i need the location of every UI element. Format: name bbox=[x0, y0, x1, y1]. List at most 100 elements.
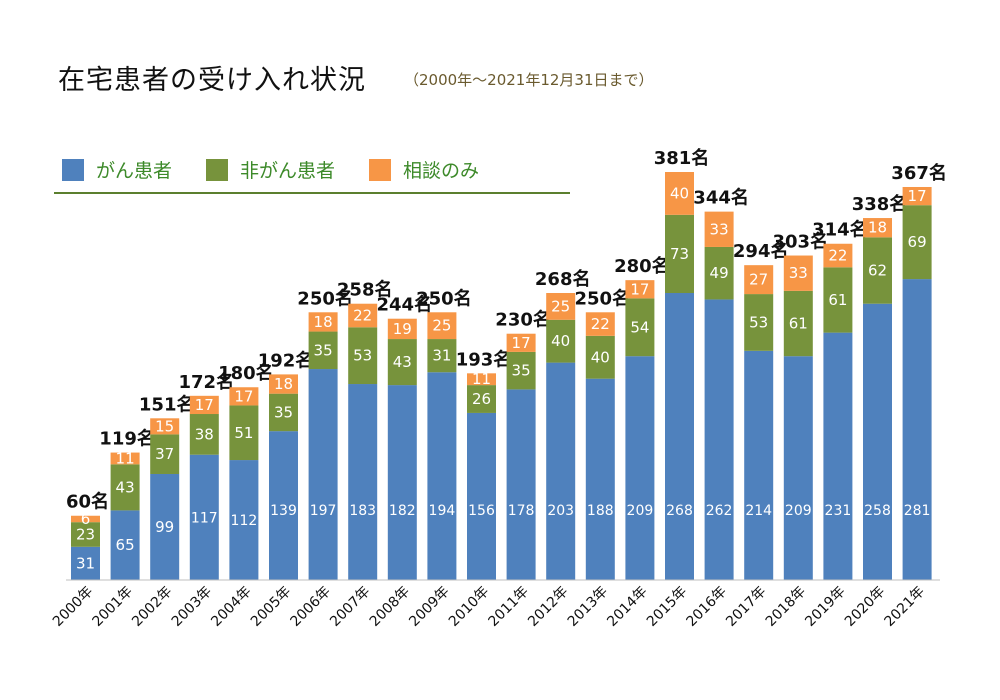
data-label-cancer-2018: 209 bbox=[785, 503, 812, 519]
legend-item-cancer: がん患者 bbox=[62, 156, 172, 183]
bar-cancer-2013 bbox=[585, 378, 615, 580]
legend-label-non-cancer: 非がん患者 bbox=[240, 160, 336, 182]
bar-cancer-2007 bbox=[348, 384, 378, 580]
data-label-non-cancer-2021: 69 bbox=[908, 233, 927, 251]
data-label-non-cancer-2013: 40 bbox=[591, 348, 610, 366]
total-label-2017: 294名 bbox=[733, 240, 789, 262]
data-label-non-cancer-2010: 26 bbox=[472, 390, 491, 408]
total-label-2008: 244名 bbox=[377, 294, 433, 316]
bar-consult-2018 bbox=[783, 255, 813, 291]
bar-non-cancer-2012 bbox=[546, 319, 576, 363]
data-label-consult-2005: 18 bbox=[274, 375, 293, 393]
bar-consult-2012 bbox=[546, 293, 576, 320]
data-label-consult-2016: 33 bbox=[710, 220, 729, 238]
total-label-2014: 280名 bbox=[614, 255, 670, 277]
bar-consult-2006 bbox=[308, 312, 338, 332]
bar-cancer-2017 bbox=[744, 350, 774, 580]
data-label-consult-2006: 18 bbox=[314, 313, 333, 331]
bar-cancer-2001 bbox=[110, 510, 140, 580]
total-label-2002: 151名 bbox=[139, 393, 195, 415]
bar-consult-2021 bbox=[902, 186, 932, 206]
bar-non-cancer-2005 bbox=[269, 393, 298, 432]
bar-cancer-2011 bbox=[506, 389, 536, 580]
bar-cancer-2019 bbox=[823, 332, 853, 580]
data-label-cancer-2006: 197 bbox=[310, 503, 337, 519]
data-label-consult-2017: 27 bbox=[749, 271, 768, 289]
data-label-non-cancer-2017: 53 bbox=[749, 313, 768, 331]
data-label-non-cancer-2003: 38 bbox=[195, 425, 214, 443]
bar-non-cancer-2021 bbox=[902, 205, 932, 280]
bar-cancer-2008 bbox=[387, 385, 417, 580]
bar-consult-2015 bbox=[665, 172, 694, 215]
data-label-non-cancer-2005: 35 bbox=[274, 403, 293, 421]
x-tick-label-2007: 2007年 bbox=[327, 584, 373, 630]
bar-consult-2005 bbox=[269, 374, 298, 394]
data-label-consult-2009: 25 bbox=[432, 317, 451, 335]
legend: がん患者 非がん患者 相談のみ bbox=[62, 156, 513, 183]
data-label-consult-2010: 11 bbox=[472, 370, 491, 388]
x-tick-label-2005: 2005年 bbox=[248, 584, 294, 630]
data-label-cancer-2007: 183 bbox=[349, 503, 376, 519]
data-label-consult-2002: 15 bbox=[155, 417, 174, 435]
total-label-2011: 230名 bbox=[495, 309, 551, 331]
total-label-2019: 314名 bbox=[812, 219, 868, 241]
data-label-non-cancer-2014: 54 bbox=[630, 318, 649, 336]
x-tick-label-2006: 2006年 bbox=[288, 584, 334, 630]
bar-non-cancer-2004 bbox=[229, 405, 259, 461]
bar-non-cancer-2016 bbox=[704, 246, 734, 300]
data-label-cancer-2011: 178 bbox=[508, 503, 535, 519]
total-label-2005: 192名 bbox=[258, 349, 314, 371]
data-label-consult-2004: 17 bbox=[234, 387, 253, 405]
total-label-2006: 250名 bbox=[297, 287, 353, 309]
data-label-consult-2000: 6 bbox=[81, 510, 91, 528]
x-tick-label-2009: 2009年 bbox=[406, 584, 452, 630]
bar-cancer-2003 bbox=[189, 454, 219, 580]
bar-consult-2014 bbox=[625, 280, 655, 299]
data-label-cancer-2014: 209 bbox=[627, 503, 654, 519]
data-label-non-cancer-2018: 61 bbox=[789, 315, 808, 333]
x-tick-label-2017: 2017年 bbox=[723, 584, 769, 630]
bar-non-cancer-2014 bbox=[625, 298, 655, 357]
x-tick-label-2021: 2021年 bbox=[882, 584, 928, 630]
bar-consult-2009 bbox=[427, 312, 457, 340]
legend-swatch-cancer bbox=[62, 158, 84, 181]
legend-label-consult: 相談のみ bbox=[403, 160, 480, 182]
x-tick-label-2013: 2013年 bbox=[565, 584, 611, 630]
bar-consult-2001 bbox=[110, 452, 140, 465]
bar-non-cancer-2020 bbox=[863, 237, 892, 304]
data-label-non-cancer-2006: 35 bbox=[314, 341, 333, 359]
bar-non-cancer-2013 bbox=[585, 335, 615, 379]
data-label-consult-2018: 33 bbox=[789, 264, 808, 282]
bar-non-cancer-2010 bbox=[467, 385, 496, 413]
data-label-cancer-2019: 231 bbox=[825, 503, 852, 519]
bar-consult-2003 bbox=[189, 395, 219, 415]
legend-swatch-non-cancer bbox=[206, 158, 229, 181]
total-label-2001: 119名 bbox=[99, 428, 155, 450]
data-label-cancer-2012: 203 bbox=[547, 503, 574, 519]
bar-cancer-2010 bbox=[467, 412, 496, 580]
data-label-cancer-2017: 214 bbox=[745, 503, 772, 519]
bar-cancer-2020 bbox=[863, 303, 892, 580]
total-label-2007: 258名 bbox=[337, 279, 393, 301]
data-label-cancer-2000: 31 bbox=[76, 554, 95, 572]
bar-cancer-2006 bbox=[308, 369, 338, 580]
total-label-2004: 180名 bbox=[218, 362, 274, 384]
x-tick-label-2000: 2000年 bbox=[50, 584, 96, 630]
data-label-non-cancer-2001: 43 bbox=[116, 478, 135, 496]
total-label-2013: 250名 bbox=[575, 287, 631, 309]
data-label-non-cancer-2019: 61 bbox=[828, 291, 847, 309]
bar-non-cancer-2011 bbox=[506, 351, 536, 390]
data-label-cancer-2005: 139 bbox=[270, 503, 297, 519]
bar-consult-2013 bbox=[585, 312, 615, 336]
total-label-2021: 367名 bbox=[891, 162, 947, 184]
total-label-2015: 381名 bbox=[654, 147, 710, 169]
bar-cancer-2014 bbox=[625, 356, 655, 580]
data-label-non-cancer-2002: 37 bbox=[155, 445, 174, 463]
bar-consult-2002 bbox=[150, 418, 180, 435]
data-label-non-cancer-2012: 40 bbox=[551, 332, 570, 350]
bar-consult-2017 bbox=[744, 265, 774, 295]
legend-swatch-consult bbox=[369, 158, 392, 181]
x-tick-label-2001: 2001年 bbox=[90, 584, 136, 630]
